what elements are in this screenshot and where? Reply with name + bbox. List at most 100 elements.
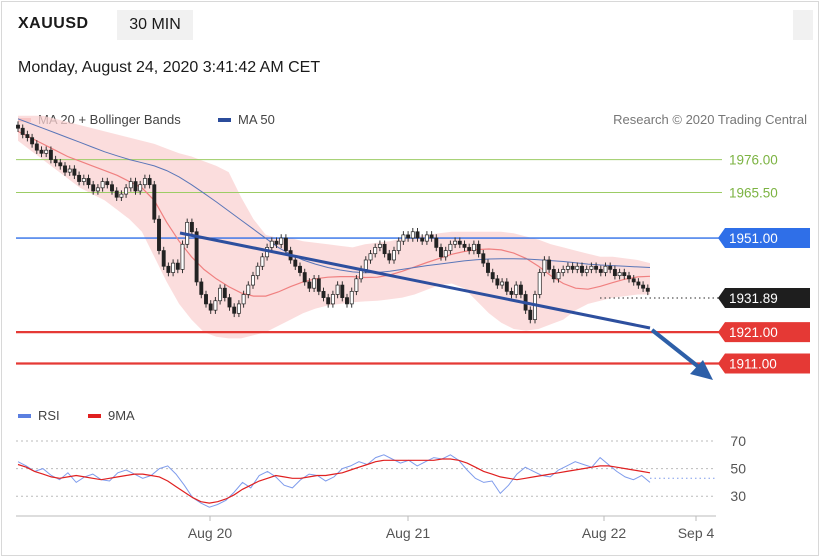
candle <box>349 290 354 305</box>
rsi-line <box>17 454 651 508</box>
candle <box>406 234 411 239</box>
projection-arrow-head <box>690 360 713 380</box>
candle <box>16 124 20 129</box>
candle <box>594 265 599 270</box>
candle <box>415 231 420 239</box>
candle <box>354 278 359 292</box>
candle <box>471 243 476 251</box>
candle <box>434 237 439 248</box>
candle <box>570 265 575 270</box>
x-tick-label: Sep 4 <box>678 525 715 541</box>
candle <box>453 240 458 245</box>
candle <box>410 231 415 239</box>
candle <box>283 237 288 251</box>
candle <box>457 240 462 245</box>
candle <box>612 269 617 277</box>
candle <box>392 250 396 261</box>
candle <box>175 262 180 270</box>
candle <box>227 297 232 308</box>
candle <box>486 262 490 273</box>
candle <box>316 278 321 292</box>
candle <box>166 265 171 273</box>
candle <box>157 218 161 251</box>
candle <box>161 250 166 267</box>
candle <box>561 269 566 273</box>
candle <box>584 269 589 273</box>
candle <box>547 259 552 270</box>
candle <box>345 297 349 305</box>
candle <box>439 247 443 258</box>
candle <box>133 181 138 192</box>
candle <box>420 237 425 242</box>
candle <box>533 294 537 320</box>
candle <box>565 265 570 270</box>
candle <box>20 127 25 135</box>
candle <box>575 265 580 270</box>
copyright-text: Research © 2020 Trading Central <box>613 112 807 127</box>
candle <box>34 143 39 151</box>
candle <box>467 247 472 251</box>
candle <box>298 265 302 273</box>
candle <box>603 265 608 273</box>
trend-line <box>179 231 651 330</box>
rsi-swatch <box>18 413 31 418</box>
candle <box>180 243 185 270</box>
candle <box>81 178 86 182</box>
candle <box>269 240 274 248</box>
symbol-label[interactable]: XAUUSD <box>18 15 89 32</box>
candle <box>326 297 331 305</box>
candle <box>218 287 223 302</box>
candle <box>48 149 53 160</box>
candle <box>152 184 157 220</box>
candle <box>636 281 641 286</box>
legend-9ma: 9MA <box>88 408 135 423</box>
candle <box>114 190 119 198</box>
candle <box>274 240 279 245</box>
candle <box>302 272 307 283</box>
x-tick-label: Aug 21 <box>386 525 431 541</box>
legend-rsi-label: RSI <box>38 408 60 423</box>
price-tag-label-1911.00: 1911.00 <box>729 356 777 371</box>
candle <box>128 181 133 189</box>
candle <box>387 253 392 261</box>
candle <box>222 287 227 298</box>
candle <box>171 262 176 273</box>
price-tag-1931.89 <box>718 287 810 308</box>
timeframe-button[interactable]: 30 MIN <box>117 10 193 40</box>
candle <box>641 284 646 289</box>
ma9-swatch <box>88 413 101 418</box>
candle <box>124 187 129 195</box>
candle <box>39 149 44 154</box>
candle <box>340 284 345 298</box>
candle <box>504 281 509 292</box>
rsi-tick-70: 70 <box>730 433 746 449</box>
candle <box>138 184 143 192</box>
candle <box>622 272 627 277</box>
candle <box>213 300 218 311</box>
candle <box>232 306 237 314</box>
candle <box>208 303 213 311</box>
price-tag-1921.00 <box>718 322 810 343</box>
candle <box>91 184 96 192</box>
candle <box>72 168 77 176</box>
candle <box>490 272 495 280</box>
candle <box>241 294 246 305</box>
candle <box>556 272 561 280</box>
x-tick-label: Aug 22 <box>582 525 627 541</box>
chart-datetime: Monday, August 24, 2020 3:41:42 AM CET <box>18 59 321 76</box>
candle <box>608 265 613 270</box>
candle <box>377 243 382 248</box>
candle <box>631 278 636 283</box>
candle <box>396 240 401 251</box>
candle <box>204 294 208 305</box>
candle <box>58 162 63 167</box>
x-tick-label: Aug 20 <box>188 525 233 541</box>
price-tag-label-1921.00: 1921.00 <box>729 325 778 340</box>
candle <box>373 247 378 255</box>
candle <box>518 284 523 295</box>
candle <box>598 269 603 273</box>
candle <box>401 234 406 242</box>
candle <box>330 294 335 305</box>
ma50-swatch <box>218 117 231 122</box>
